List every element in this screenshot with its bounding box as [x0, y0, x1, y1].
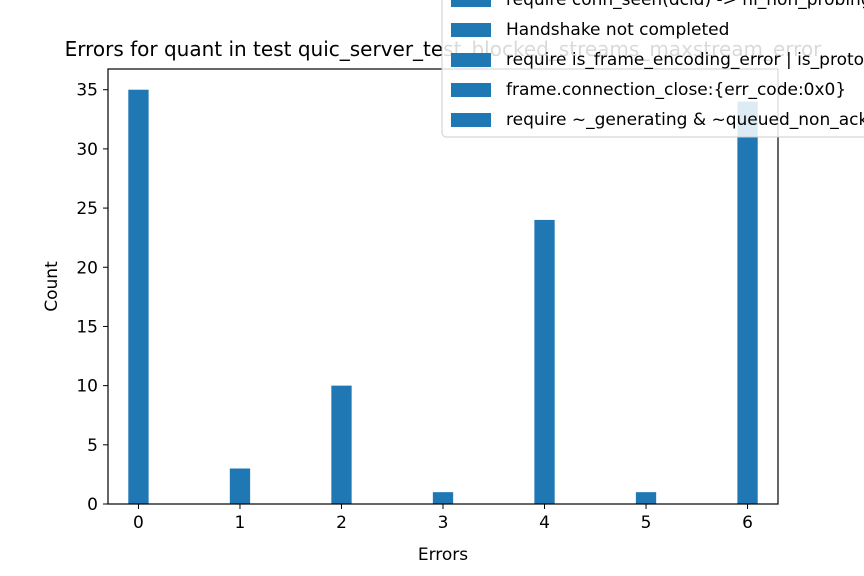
x-tick-label: 3 — [438, 513, 449, 533]
legend-entry-label: require ~_generating & ~queued_non_ack — [506, 110, 864, 130]
legend-swatch — [451, 0, 491, 7]
y-tick-label: 35 — [76, 81, 98, 101]
y-tick-label: 10 — [76, 377, 98, 397]
y-tick-label: 15 — [76, 317, 98, 337]
legend-swatch — [451, 83, 491, 97]
legend-entry-label: require is_frame_encoding_error | is_pro… — [506, 50, 864, 70]
x-tick-label: 2 — [336, 513, 347, 533]
legend-frame — [441, 0, 864, 138]
legend-swatch — [451, 23, 491, 37]
x-tick-label: 6 — [742, 513, 753, 533]
legend-entry-label: require conn_seen(dcid) -> hi_non_probin… — [506, 0, 864, 10]
bar-0 — [128, 89, 149, 504]
bars-layer — [128, 89, 758, 504]
y-axis-label: Count — [42, 261, 62, 312]
bar-5 — [635, 492, 657, 504]
bar-6 — [737, 101, 758, 504]
y-tick-label: 30 — [76, 140, 98, 160]
y-axis-ticks: 0 5 10 15 20 25 30 35 — [76, 81, 108, 515]
x-tick-label: 4 — [539, 513, 550, 533]
legend-entry-label: frame.connection_close:{err_code:0x0} — [506, 80, 846, 100]
bar-3 — [432, 492, 454, 504]
x-axis-label: Errors — [418, 545, 468, 565]
legend-entry-label: Handshake not completed — [506, 20, 729, 40]
legend-swatch — [451, 53, 491, 67]
x-tick-label: 5 — [641, 513, 652, 533]
bar-4 — [534, 219, 555, 504]
x-axis-ticks: 0 1 2 3 4 5 6 — [133, 504, 753, 533]
legend: require conn_seen(dcid) -> hi_non_probin… — [441, 0, 864, 138]
bar-1 — [229, 468, 251, 504]
y-tick-label: 5 — [87, 436, 98, 456]
y-tick-label: 25 — [76, 199, 98, 219]
x-tick-label: 1 — [235, 513, 246, 533]
bar-2 — [331, 385, 352, 504]
y-tick-label: 0 — [87, 495, 98, 515]
legend-swatch — [451, 113, 491, 127]
y-tick-label: 20 — [76, 258, 98, 278]
x-tick-label: 0 — [133, 513, 144, 533]
